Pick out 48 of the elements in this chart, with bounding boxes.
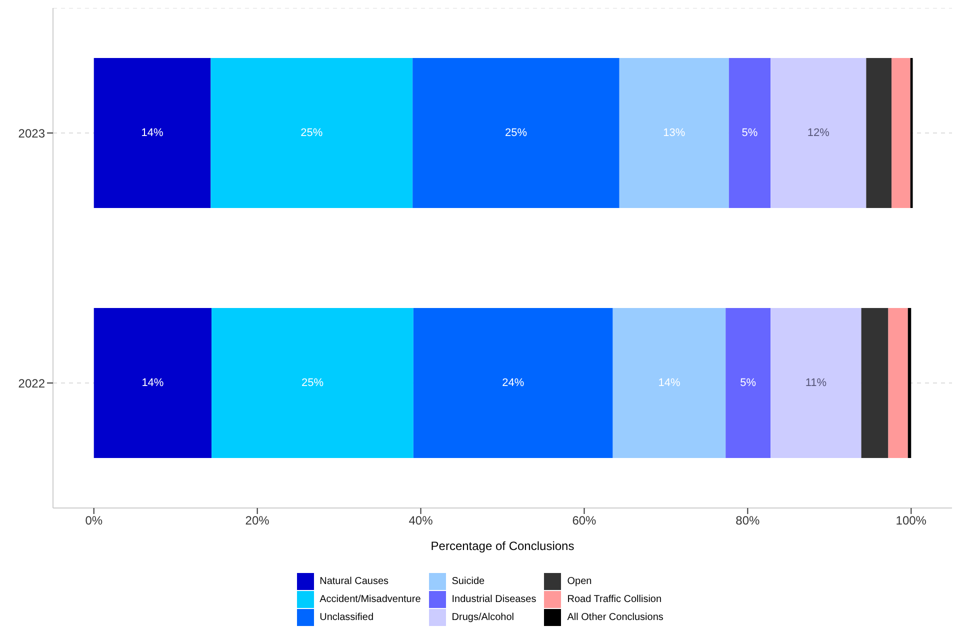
- legend-label: Road Traffic Collision: [567, 594, 662, 604]
- data-label: 5%: [740, 377, 756, 389]
- bar: [910, 58, 913, 208]
- bar: [413, 308, 613, 458]
- data-label: 25%: [504, 127, 528, 139]
- bar: [866, 58, 892, 208]
- x-tick-label: 40%: [408, 514, 434, 528]
- data-label: 12%: [807, 127, 830, 139]
- data-label: 5%: [742, 127, 758, 139]
- data-label: 11%: [805, 377, 827, 389]
- x-tick-label: 0%: [85, 514, 103, 528]
- legend-label: Unclassified: [320, 612, 374, 622]
- legend-label: All Other Conclusions: [567, 612, 664, 622]
- x-tick-label: 20%: [245, 514, 270, 528]
- y-tick-label: 2022: [18, 376, 46, 390]
- legend-label: Accident/Misadventure: [320, 594, 421, 604]
- bar: [908, 308, 912, 458]
- bar: [412, 58, 620, 208]
- data-label: 24%: [502, 377, 524, 389]
- y-tick-label: 2023: [18, 126, 46, 140]
- bar: [94, 308, 212, 458]
- bar: [770, 58, 866, 208]
- data-label: 13%: [663, 127, 686, 139]
- bar: [770, 308, 862, 458]
- bar: [619, 58, 729, 208]
- bar: [612, 308, 726, 458]
- x-axis-title: Percentage of Conclusions: [430, 539, 574, 553]
- bar: [210, 58, 413, 208]
- bar: [728, 58, 771, 208]
- x-tick-label: 60%: [572, 514, 597, 528]
- x-tick-label: 80%: [736, 514, 760, 528]
- x-tick-label: 100%: [896, 514, 927, 528]
- legend-label: Natural Causes: [320, 576, 389, 586]
- legend-label: Suicide: [452, 576, 485, 586]
- data-label: 14%: [658, 377, 680, 389]
- bar: [892, 58, 910, 208]
- bar: [726, 308, 771, 458]
- legend-label: Drugs/Alcohol: [452, 612, 514, 622]
- bar: [888, 308, 908, 458]
- legend-label: Industrial Diseases: [452, 594, 536, 604]
- data-label: 25%: [300, 127, 323, 139]
- data-label: 25%: [301, 377, 324, 389]
- legend-label: Open: [567, 576, 592, 586]
- bar: [212, 308, 414, 458]
- data-label: 14%: [141, 127, 164, 139]
- data-label: 14%: [142, 377, 164, 389]
- bar: [94, 58, 211, 208]
- bar: [861, 308, 888, 458]
